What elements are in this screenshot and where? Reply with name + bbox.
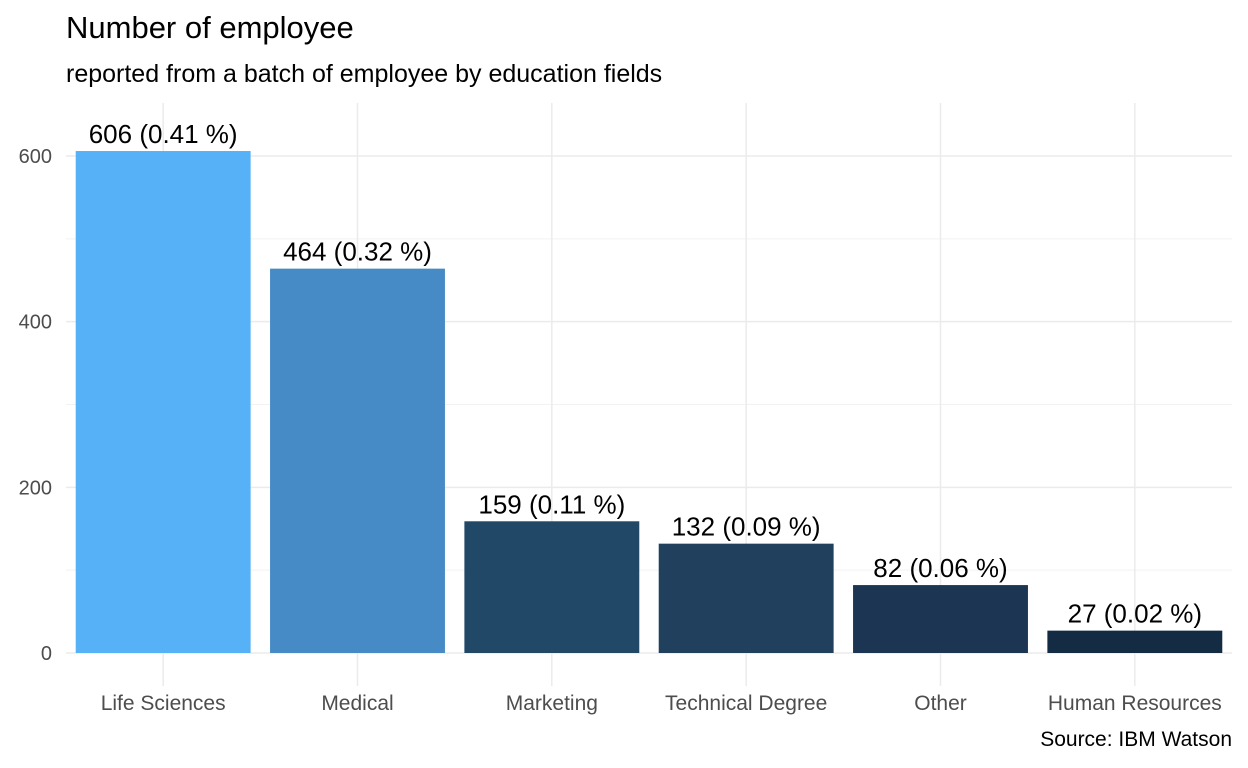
bar-value-label: 27 (0.02 %) xyxy=(1068,599,1202,629)
bar xyxy=(464,521,640,653)
y-tick-label: 400 xyxy=(19,312,52,334)
bar xyxy=(658,543,834,653)
bar-value-label: 159 (0.11 %) xyxy=(478,489,625,519)
bar xyxy=(853,585,1028,653)
bar xyxy=(270,268,445,653)
x-axis-tick-labels: Life Sciences Medical Marketing Technical D… xyxy=(101,692,1222,715)
bar-value-label: 464 (0.32 %) xyxy=(283,237,432,267)
y-tick-label: 600 xyxy=(19,146,52,168)
x-tick-label: Life Sciences xyxy=(101,692,226,715)
bar-value-labels: 606 (0.41 %) 464 (0.32 %) 159 (0.11 %) 132 … xyxy=(89,119,1202,629)
chart-subtitle: reported from a batch of employee by edu… xyxy=(66,60,663,88)
x-tick-label: Technical Degree xyxy=(665,692,827,715)
x-tick-label: Human Resources xyxy=(1048,692,1222,715)
bar-value-label: 82 (0.06 %) xyxy=(873,553,1007,583)
x-tick-label: Marketing xyxy=(506,692,598,715)
x-tick-label: Medical xyxy=(321,692,393,715)
y-tick-label: 200 xyxy=(19,477,52,499)
x-tick-label: Other xyxy=(914,692,967,715)
bar-value-label: 606 (0.41 %) xyxy=(89,119,238,149)
bars xyxy=(75,151,1223,653)
bar xyxy=(1047,630,1223,653)
bar xyxy=(75,151,251,653)
chart-title: Number of employee xyxy=(66,10,354,45)
bar-value-label: 132 (0.09 %) xyxy=(672,512,821,542)
chart-caption: Source: IBM Watson xyxy=(1040,728,1232,751)
y-tick-label: 0 xyxy=(41,643,52,665)
y-axis-tick-labels: 0 200 400 600 xyxy=(19,146,52,665)
